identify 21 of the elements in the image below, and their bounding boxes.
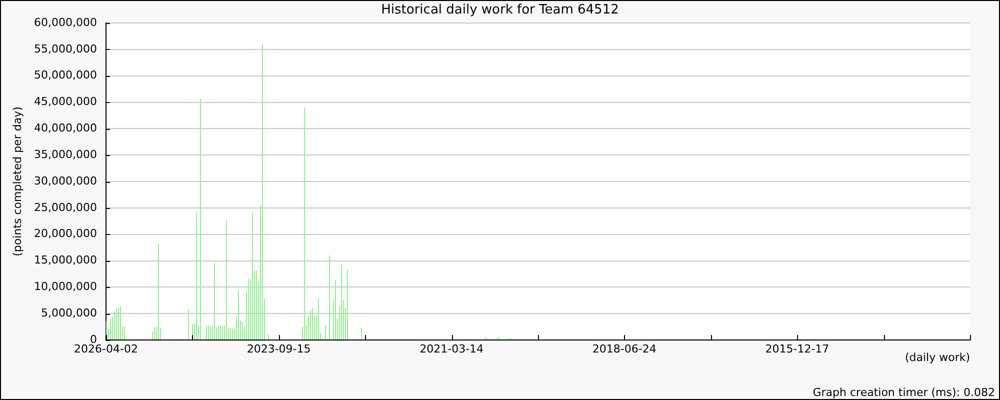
y-tick-label: 55,000,000 [34,42,97,56]
y-tick-label: 35,000,000 [34,148,97,161]
x-tick-label: 2021-03-14 [420,342,484,356]
x-axis-title: (daily work) [904,350,970,364]
y-tick-label: 20,000,000 [34,227,97,240]
chart-title: Historical daily work for Team 64512 [381,2,619,18]
y-tick-label: 30,000,000 [34,174,97,188]
x-tick-label: 2018-06-24 [592,342,656,356]
y-axis-title: (points completed per day) [10,106,24,256]
y-tick-label: 10,000,000 [34,280,97,294]
text: Graph creation timer (ms): 0.082 [812,386,995,399]
y-tick-label: 25,000,000 [34,200,97,214]
x-tick-label: 2015-12-17 [765,342,830,356]
y-tick-label: 5,000,000 [41,306,97,320]
y-tick-label: 45,000,000 [34,95,97,108]
x-tick-label: 2026-04-02 [74,342,138,356]
y-tick-label: 50,000,000 [34,68,97,82]
y-tick-label: 40,000,000 [34,122,97,135]
y-tick-label: 60,000,000 [34,16,97,29]
x-tick-label: 2023-09-15 [246,342,311,356]
y-tick-label: 15,000,000 [34,254,97,267]
